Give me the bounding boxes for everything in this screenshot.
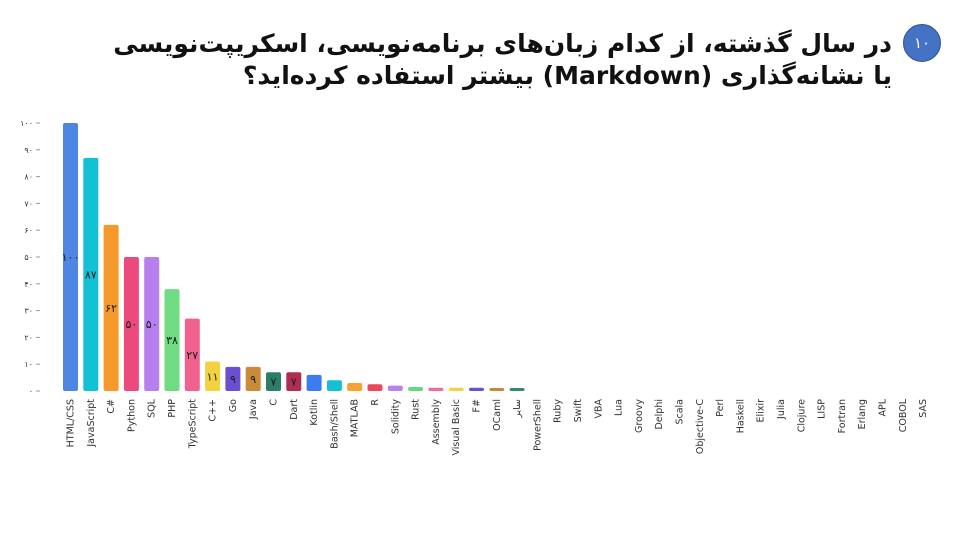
bar: [164, 289, 180, 391]
x-tick-label: PowerShell: [532, 399, 543, 451]
x-tick-label: Bash/Shell: [329, 399, 340, 449]
x-tick-label: Delphi: [654, 399, 665, 430]
x-tick-label: C++: [208, 399, 219, 422]
bar: [123, 257, 139, 391]
data-label: ۱۱: [207, 370, 219, 383]
x-tick-label: JavaScript: [86, 399, 97, 448]
bar: [428, 387, 444, 391]
data-label: ۶۲: [105, 302, 117, 315]
bar: [367, 384, 383, 391]
x-tick-label: Python: [126, 399, 137, 432]
bar: [489, 388, 505, 391]
x-tick-label: Visual Basic: [451, 399, 462, 456]
y-tick-label: ۱۰۰: [20, 119, 33, 128]
x-tick-label: Groovy: [634, 399, 645, 433]
x-tick-label: R: [370, 399, 381, 406]
data-label: ۹: [250, 373, 256, 386]
bar: [286, 372, 302, 391]
data-label: ۷: [291, 376, 297, 389]
y-tick-label: ۱۰: [24, 360, 33, 369]
bar: [469, 387, 484, 391]
y-tick-label: ۵۰: [24, 253, 33, 262]
y-tick-label: ۸۰: [24, 173, 33, 182]
bars: [63, 123, 525, 391]
data-label: ۷: [271, 376, 277, 389]
x-tick-label: PHP: [167, 399, 178, 418]
bar: [387, 385, 403, 391]
x-tick-label: Assembly: [431, 399, 442, 445]
x-tick-label: C: [269, 399, 280, 406]
bar: [347, 382, 363, 391]
x-tick-label: Go: [228, 399, 239, 412]
x-tick-label: Solidity: [390, 399, 401, 435]
y-tick-label: ۴۰: [24, 280, 33, 289]
x-tick-label: COBOL: [898, 398, 909, 432]
bar: [245, 366, 261, 391]
data-label: ۸۷: [85, 268, 97, 281]
x-tick-label: Perl: [715, 399, 726, 417]
bar: [306, 374, 322, 391]
x-tick-label: Haskell: [735, 399, 746, 433]
x-tick-label: سایر: [512, 399, 523, 419]
data-labels: ۱۰۰ ۸۷ ۶۲ ۵۰ ۵۰ ۳۸ ۲۷ ۱۱ ۹ ۹ ۷ ۷: [62, 251, 297, 389]
x-tick-label: Dart: [289, 399, 300, 420]
x-tick-label: Lua: [614, 399, 625, 416]
bar: [326, 380, 342, 391]
bar: [509, 388, 525, 391]
data-label: ۹: [230, 373, 236, 386]
x-tick-label: Fortran: [837, 399, 848, 433]
bar: [83, 157, 99, 391]
x-tick-label: Java: [248, 399, 259, 420]
bar: [225, 366, 241, 391]
x-tick-label: Rust: [411, 399, 422, 420]
x-tick-label: Swift: [573, 399, 584, 423]
data-label: ۵۰: [146, 318, 158, 331]
bar: [266, 372, 281, 391]
data-label: ۳۸: [166, 334, 178, 347]
x-tick-label: HTML/CSS: [66, 399, 77, 447]
x-tick-label: MATLAB: [350, 399, 361, 437]
y-tick-label: ۲۰: [24, 333, 33, 342]
y-tick-label: ۳۰: [24, 307, 33, 316]
x-tick-label: Elixir: [756, 399, 767, 423]
data-label: ۵۰: [125, 318, 137, 331]
x-tick-label: VBA: [593, 398, 604, 418]
slide-number-badge: ۱۰: [903, 24, 941, 62]
x-tick-label: SAS: [918, 399, 929, 418]
x-tick-label: Ruby: [553, 399, 564, 423]
x-tick-label: F#: [472, 399, 483, 412]
bar: [144, 257, 160, 391]
y-axis: ۰ ۱۰ ۲۰ ۳۰ ۴۰ ۵۰ ۶۰ ۷۰ ۸۰ ۹۰ ۱۰۰: [20, 119, 40, 396]
data-label: ۲۷: [186, 349, 198, 362]
x-tick-label: APL: [878, 398, 889, 416]
bar: [103, 224, 119, 391]
x-tick-label: Clojure: [796, 399, 807, 432]
x-axis: HTML/CSS JavaScript C# Python SQL PHP TypeScri…: [66, 398, 930, 455]
y-tick-label: ۰: [29, 387, 33, 396]
x-tick-label: SQL: [147, 398, 158, 418]
x-tick-label: Erlang: [857, 399, 868, 429]
bar: [408, 386, 424, 391]
x-tick-label: LISP: [817, 399, 828, 419]
y-tick-label: ۹۰: [24, 146, 33, 155]
x-tick-label: Kotlin: [309, 399, 320, 426]
data-label: ۱۰۰: [62, 251, 80, 264]
x-tick-label: C#: [106, 399, 117, 414]
y-tick-label: ۶۰: [24, 226, 33, 235]
bar: [205, 361, 221, 391]
slide-title: در سال گذشته، از کدام زبان‌های برنامه‌نو…: [113, 29, 892, 90]
x-tick-label: OCaml: [492, 399, 503, 431]
bar: [63, 123, 78, 391]
x-tick-label: Julia: [776, 399, 787, 420]
bar: [184, 318, 200, 391]
x-tick-label: TypeScript: [187, 399, 198, 450]
x-tick-label: Objective-C: [695, 399, 706, 454]
y-tick-label: ۷۰: [24, 199, 33, 208]
x-tick-label: Scala: [675, 399, 686, 425]
bar: [448, 387, 464, 391]
